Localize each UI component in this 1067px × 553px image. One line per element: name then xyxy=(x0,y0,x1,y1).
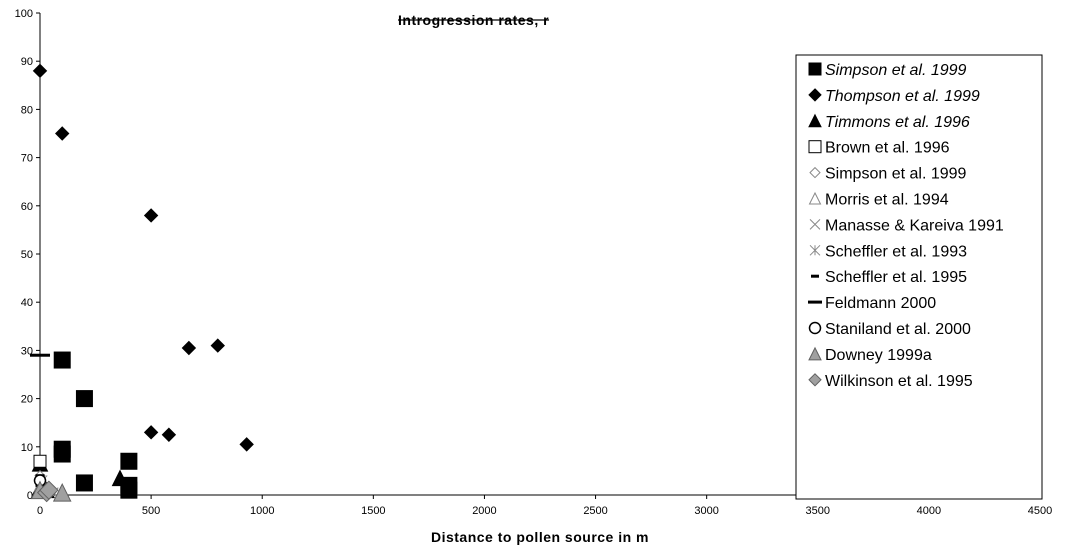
x-tick-label: 4000 xyxy=(917,505,941,517)
legend-marker xyxy=(808,62,822,76)
legend-item: Morris et al. 1994 xyxy=(808,191,949,209)
data-point xyxy=(39,480,59,500)
data-point xyxy=(143,425,159,440)
data-point xyxy=(53,445,71,463)
legend: Simpson et al. 1999 Thompson et al. 1999 T… xyxy=(795,54,1043,500)
legend-item: Manasse & Kareiva 1991 xyxy=(809,217,1004,234)
data-point xyxy=(75,390,93,408)
legend-label: Manasse & Kareiva 1991 xyxy=(825,217,1004,234)
legend-marker xyxy=(809,244,821,256)
data-point xyxy=(52,482,72,502)
legend-item: Simpson et al. 1999 xyxy=(809,166,967,183)
y-tick-label: 0 xyxy=(27,490,33,502)
x-tick-label: 4500 xyxy=(1028,505,1052,517)
legend-item: Staniland et al. 2000 xyxy=(808,321,971,338)
x-tick-label: 500 xyxy=(142,505,160,517)
legend-marker xyxy=(808,113,822,128)
series-13 xyxy=(36,480,59,503)
x-tick-label: 1000 xyxy=(250,505,274,517)
data-marks xyxy=(30,63,937,503)
data-point xyxy=(143,208,159,223)
data-point xyxy=(32,63,48,79)
x-tick-label: 3500 xyxy=(806,505,830,517)
x-tick-label: 2000 xyxy=(472,505,496,517)
legend-marker xyxy=(809,219,821,230)
data-point xyxy=(30,353,50,357)
legend-marker xyxy=(811,274,819,278)
legend-marker xyxy=(809,166,821,179)
data-point xyxy=(53,351,71,369)
legend-item: Scheffler et al. 1995 xyxy=(811,269,967,286)
y-tick-label: 70 xyxy=(21,153,33,165)
legend-label: Simpson et al. 1999 xyxy=(825,166,967,183)
legend-marker xyxy=(808,321,822,335)
data-point xyxy=(120,452,138,470)
y-tick-label: 60 xyxy=(21,201,33,213)
legend-label: Thompson et al. 1999 xyxy=(825,88,980,105)
data-point xyxy=(161,427,177,442)
legend-marker xyxy=(808,346,822,361)
x-tick-label: 1500 xyxy=(361,505,385,517)
legend-label: Simpson et al. 1999 xyxy=(825,62,967,79)
legend-marker xyxy=(808,140,822,154)
legend-label: Morris et al. 1994 xyxy=(825,192,949,209)
y-tick-label: 20 xyxy=(21,394,33,406)
legend-label: Brown et al. 1996 xyxy=(825,140,950,157)
legend-label: Scheffler et al. 1995 xyxy=(825,269,967,286)
x-axis-title: Distance to pollen source in m xyxy=(431,529,649,545)
legend-item: Timmons et al. 1996 xyxy=(808,113,970,131)
data-point xyxy=(55,126,70,141)
legend-item: Feldmann 2000 xyxy=(808,295,936,312)
data-point xyxy=(75,474,93,492)
y-tick-label: 10 xyxy=(21,442,33,454)
x-tick-label: 0 xyxy=(37,505,43,517)
y-tick-label: 30 xyxy=(21,345,33,357)
data-point xyxy=(181,340,197,356)
legend-label: Wilkinson et al. 1995 xyxy=(825,373,973,390)
series-10 xyxy=(30,353,50,357)
data-point xyxy=(210,338,225,353)
data-point xyxy=(111,469,129,487)
y-tick-label: 90 xyxy=(21,56,33,68)
y-tick-label: 100 xyxy=(15,8,33,20)
legend-box xyxy=(795,54,1043,500)
series-1 xyxy=(53,351,138,499)
legend-item: Wilkinson et al. 1995 xyxy=(808,373,973,390)
x-tick-label: 2500 xyxy=(583,505,607,517)
legend-marker xyxy=(808,373,822,387)
legend-label: Feldmann 2000 xyxy=(825,295,936,312)
legend-item: Brown et al. 1996 xyxy=(808,140,950,157)
x-tick-label: 3000 xyxy=(694,505,718,517)
data-point xyxy=(120,481,138,499)
legend-label: Scheffler et al. 1993 xyxy=(825,243,967,260)
legend-marker xyxy=(808,88,822,102)
legend-item: Downey 1999a xyxy=(808,346,932,364)
series-4 xyxy=(33,454,47,468)
data-point xyxy=(239,437,254,452)
legend-marker xyxy=(808,191,822,205)
legend-label: Timmons et al. 1996 xyxy=(825,114,970,131)
legend-item: Simpson et al. 1999 xyxy=(808,62,967,79)
y-tick-label: 40 xyxy=(21,297,33,309)
y-tick-label: 80 xyxy=(21,104,33,116)
legend-marker xyxy=(808,300,822,304)
y-tick-label: 50 xyxy=(21,249,33,261)
data-point xyxy=(33,454,47,468)
legend-item: Scheffler et al. 1993 xyxy=(809,243,967,260)
legend-label: Staniland et al. 2000 xyxy=(825,321,971,338)
legend-item: Thompson et al. 1999 xyxy=(808,88,980,105)
legend-label: Downey 1999a xyxy=(825,347,932,364)
